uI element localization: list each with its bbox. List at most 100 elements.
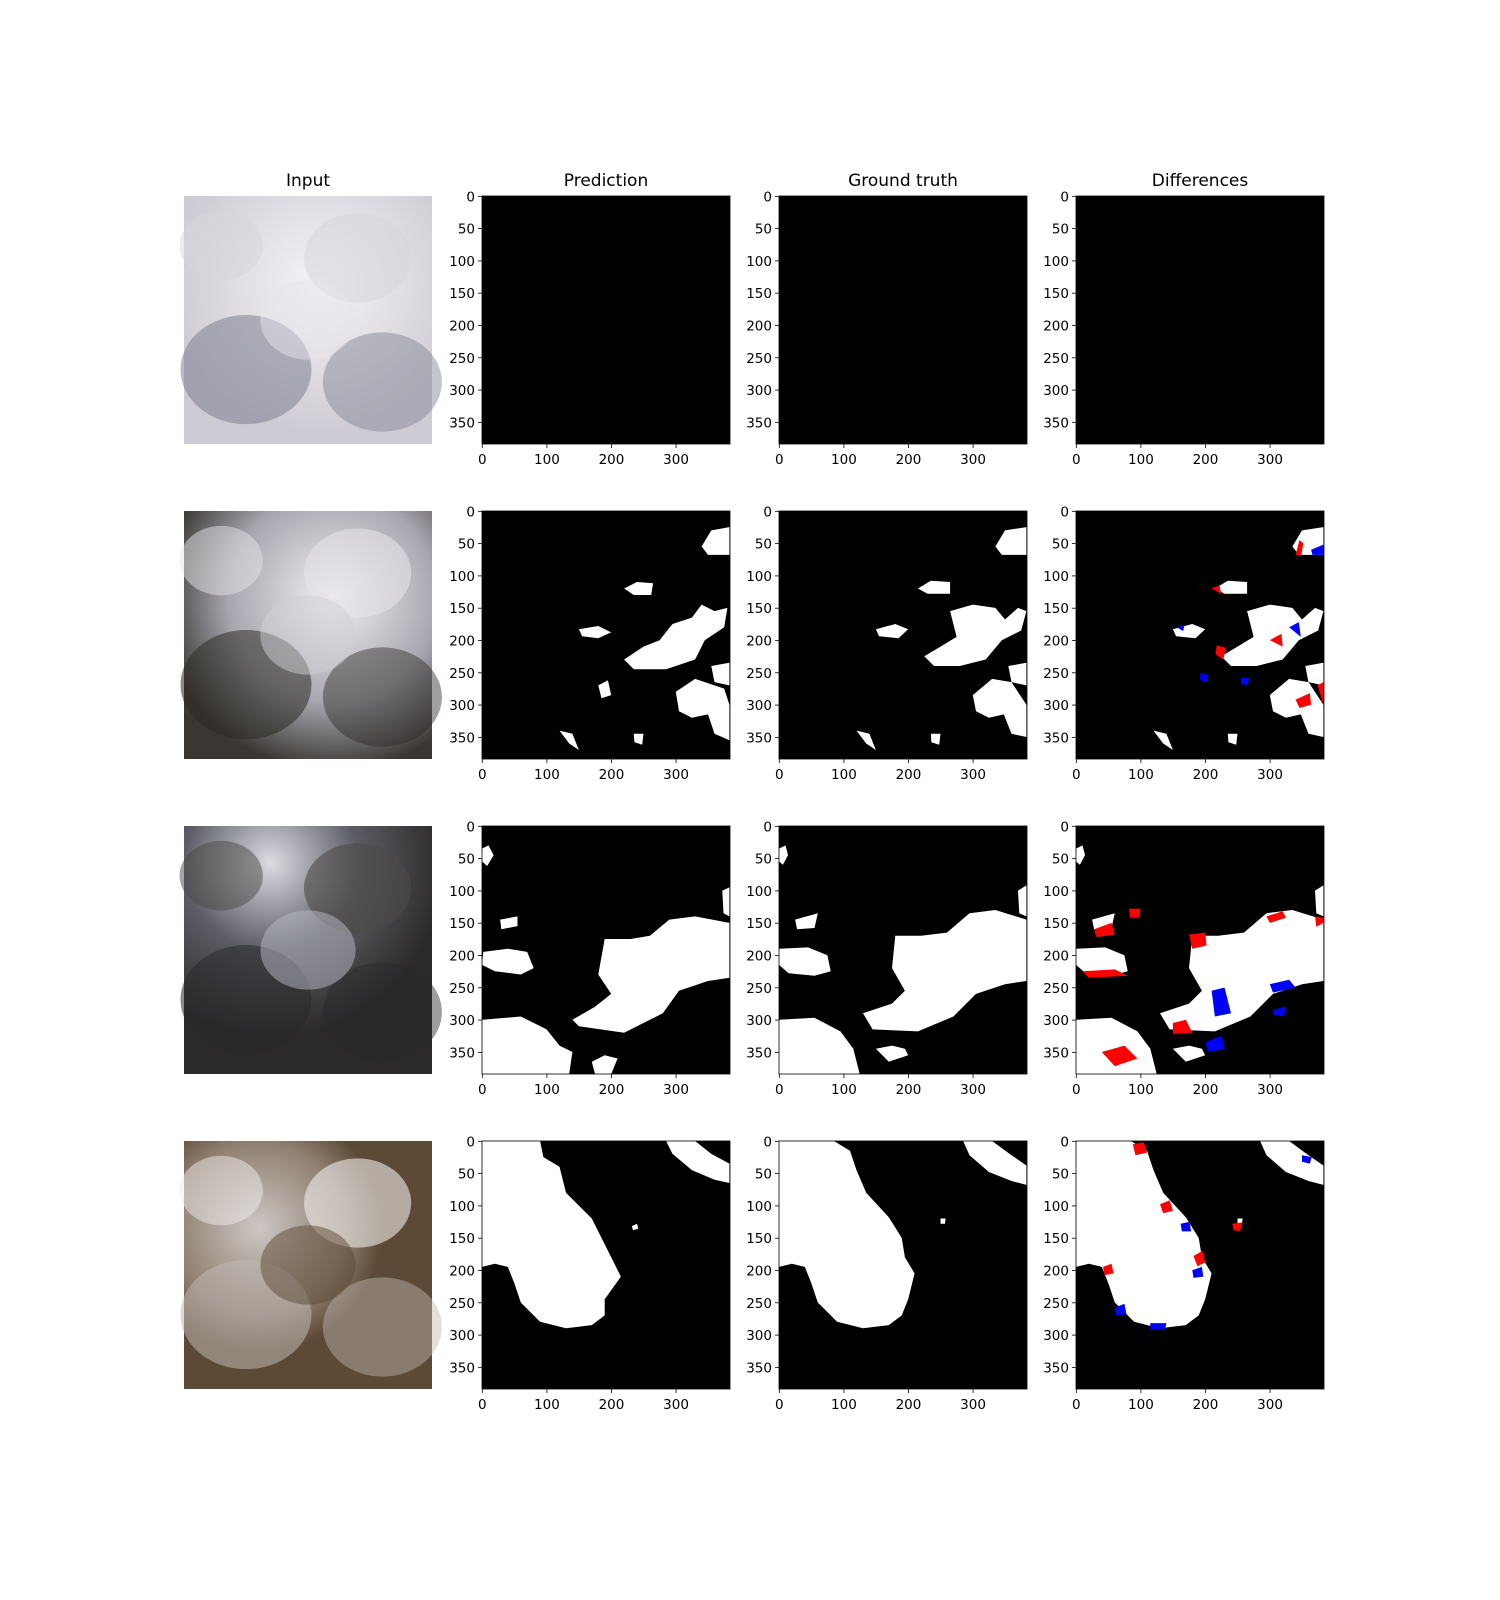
ground-truth-mask-region [875,624,909,639]
y-tick-label: 300 [449,1328,475,1344]
axes-frame [778,195,1028,445]
y-tick-label: 300 [1043,1013,1069,1029]
diff-false-negative-region [1273,1006,1286,1017]
y-tick-label: 250 [746,1296,772,1312]
prediction-mask-region [578,626,612,639]
x-tick-label: 200 [896,1082,922,1098]
y-tick-label: 350 [1043,1045,1069,1061]
y-tick-label: 300 [449,698,475,714]
diff-true-positive-region [1076,845,1085,865]
y-tick-label: 350 [1043,415,1069,431]
y-tick-label: 100 [1043,569,1069,585]
ground-truth-mask-region [972,678,1027,737]
differences-panel-row-1: 0 50 100 150 200 250 300 350 0 100 200 300 [1043,189,1325,468]
axes-frame [481,510,731,760]
x-tick-label: 300 [960,1082,986,1098]
axes-frame [778,510,1028,760]
diff-false-positive-region [1193,1250,1206,1267]
prediction-mask-region [624,582,654,595]
y-tick-label: 100 [449,884,475,900]
y-tick-label: 200 [1043,948,1069,964]
ground-truth-mask-region [1018,885,1027,917]
y-tick-label: 150 [1043,916,1069,932]
diff-false-positive-region [1082,969,1128,978]
prediction-mask-region [666,1141,730,1183]
y-tick-label: 0 [763,189,772,205]
prediction-mask-region [631,1223,639,1231]
x-tick-label: 300 [960,1397,986,1413]
column-title-prediction: Prediction [564,171,648,191]
y-tick-label: 0 [1060,1134,1069,1150]
ground-truth-mask-region [940,1218,946,1224]
input-texture-patch [260,595,356,675]
prediction-mask-region [482,948,534,975]
x-tick-label: 0 [478,452,487,468]
x-tick-label: 0 [478,1397,487,1413]
y-tick-label: 50 [458,222,475,238]
y-tick-label: 300 [1043,383,1069,399]
x-tick-label: 300 [1257,767,1283,783]
diff-false-positive-region [1129,908,1141,918]
y-tick-label: 50 [1052,537,1069,553]
diff-false-positive-region [1317,682,1324,705]
x-tick-label: 300 [663,767,689,783]
y-tick-label: 150 [746,916,772,932]
diff-true-positive-region [1214,580,1248,594]
x-tick-label: 300 [663,1397,689,1413]
diff-false-positive-region [1269,633,1283,647]
input-texture-patch [304,843,412,933]
diff-true-positive-region [1221,604,1324,666]
input-image-row-2 [179,511,442,759]
x-tick-label: 100 [534,452,560,468]
axes-frame [778,1140,1028,1390]
y-tick-label: 0 [466,819,475,835]
y-tick-label: 150 [746,1231,772,1247]
y-tick-label: 150 [449,1231,475,1247]
y-tick-label: 50 [755,852,772,868]
x-tick-label: 100 [1128,452,1154,468]
diff-false-negative-region [1192,1266,1204,1278]
diff-false-positive-region [1160,1200,1173,1214]
x-tick-label: 0 [775,767,784,783]
diff-false-negative-region [1114,1303,1127,1316]
ground-truth-mask-region [995,527,1027,555]
y-tick-label: 50 [1052,222,1069,238]
y-tick-label: 250 [449,351,475,367]
diff-false-negative-region [1205,1035,1225,1052]
axes-frame [1075,195,1325,445]
ground-truth-mask-region [1008,662,1027,686]
diff-true-positive-region [1076,1141,1212,1329]
input-texture-patch [179,210,263,281]
y-tick-label: 200 [1043,318,1069,334]
axes-frame [1075,510,1325,760]
x-tick-label: 300 [960,452,986,468]
y-tick-label: 250 [746,666,772,682]
y-tick-label: 0 [466,1134,475,1150]
x-tick-label: 0 [478,1082,487,1098]
diff-false-negative-region [1302,1155,1312,1164]
diff-false-negative-region [1200,672,1209,683]
y-tick-label: 150 [449,601,475,617]
y-tick-label: 350 [1043,1360,1069,1376]
diff-false-negative-region [1269,979,1296,993]
y-tick-label: 100 [1043,1199,1069,1215]
diff-false-positive-region [1132,1142,1147,1156]
x-tick-label: 200 [896,1397,922,1413]
y-tick-label: 0 [1060,504,1069,520]
x-tick-label: 0 [1072,452,1081,468]
y-tick-label: 250 [1043,1296,1069,1312]
x-tick-label: 200 [599,1397,625,1413]
y-tick-label: 350 [449,1045,475,1061]
y-tick-label: 350 [449,730,475,746]
y-tick-label: 250 [449,666,475,682]
input-texture-patch [260,280,356,360]
y-tick-label: 200 [449,633,475,649]
x-tick-label: 100 [831,452,857,468]
diff-true-positive-region [1227,733,1238,745]
prediction-mask-region [711,662,730,686]
y-tick-label: 50 [1052,852,1069,868]
prediction-mask-region [722,887,730,917]
x-tick-label: 200 [1193,1082,1219,1098]
prediction-mask-region [482,1016,573,1074]
